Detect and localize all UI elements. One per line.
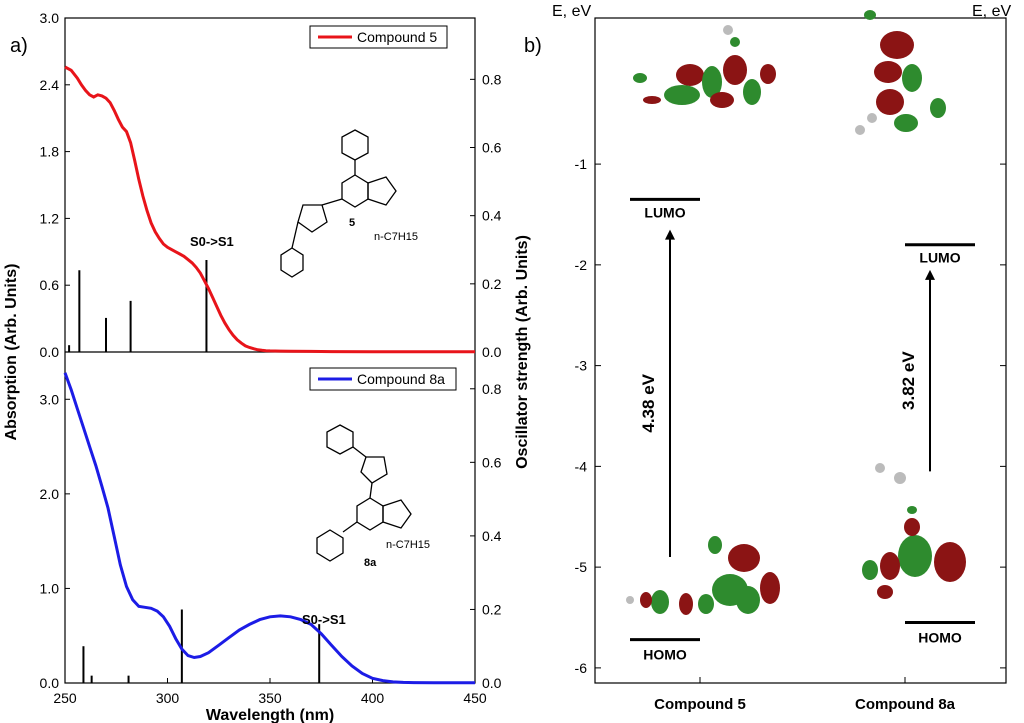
panel-b-label: b) bbox=[524, 35, 542, 57]
compound-5-substituent: n-C7H15 bbox=[374, 231, 418, 243]
left-axis-label: Absorption (Arb. Units) bbox=[3, 264, 20, 441]
panel-a-label: a) bbox=[10, 35, 28, 57]
annotation-bottom-s0-s1: S0->S1 bbox=[302, 612, 346, 627]
energy-tick-label: -2 bbox=[575, 257, 588, 273]
compound-5-structure bbox=[280, 129, 397, 278]
legend-compound-5: Compound 5 bbox=[309, 25, 448, 49]
left-tick-label: 0.0 bbox=[40, 344, 60, 360]
energy-levels: Compound 5 LUMO HOMO 4.38 eV Compound 8a LUMO… bbox=[630, 197, 975, 713]
compound-5-absorption-curve bbox=[64, 65, 475, 354]
homo-label: HOMO bbox=[643, 647, 687, 663]
category-label: Compound 5 bbox=[654, 696, 746, 713]
energy-tick-label: -5 bbox=[575, 559, 588, 575]
top-oscillator-sticks bbox=[68, 259, 208, 352]
bottom-axis-ticks: 0.0 1.0 2.0 3.0 0.0 0.2 0.4 0.6 0.8 250 300 350 400 4… bbox=[40, 381, 502, 706]
left-tick-label: 3.0 bbox=[40, 10, 60, 26]
left-tick-label: 1.2 bbox=[40, 210, 60, 226]
transition-arrowhead bbox=[665, 229, 675, 240]
top-axis-ticks: 0.0 0.6 1.2 1.8 2.4 3.0 0.0 0.2 0.4 0.6 0.8 bbox=[40, 10, 502, 360]
panel-b-frame bbox=[594, 17, 1007, 684]
right-tick-label: 0.2 bbox=[482, 601, 502, 617]
left-tick-label: 2.0 bbox=[40, 486, 60, 502]
compound-8a-absorption-curve bbox=[63, 372, 475, 685]
left-tick-label: 2.4 bbox=[40, 77, 60, 93]
homo-5-orbital-image bbox=[626, 536, 780, 615]
lumo-5-orbital-image bbox=[633, 25, 776, 108]
compound-8a-caption: 8a bbox=[364, 557, 377, 569]
energy-axis-ticks: -1 -2 -3 -4 -5 -6 bbox=[575, 156, 1006, 676]
energy-tick-label: -1 bbox=[575, 156, 588, 172]
right-tick-label: 0.6 bbox=[482, 140, 502, 156]
right-tick-label: 0.8 bbox=[482, 71, 502, 87]
energy-axis-label-left: E, eV bbox=[552, 3, 591, 20]
bottom-oscillator-sticks bbox=[82, 609, 321, 683]
right-tick-label: 0.2 bbox=[482, 276, 502, 292]
x-axis-label: Wavelength (nm) bbox=[206, 707, 334, 723]
right-axis-label: Oscillator strength (Arb. Units) bbox=[514, 235, 531, 469]
right-tick-label: 0.0 bbox=[482, 675, 502, 691]
x-tick-label: 350 bbox=[258, 690, 282, 706]
right-tick-label: 0.4 bbox=[482, 528, 502, 544]
left-tick-label: 0.0 bbox=[40, 675, 60, 691]
homo-label: HOMO bbox=[918, 630, 962, 646]
right-tick-label: 0.6 bbox=[482, 454, 502, 470]
legend-compound-5-label: Compound 5 bbox=[357, 29, 437, 45]
lumo-label: LUMO bbox=[644, 204, 685, 220]
category-label: Compound 8a bbox=[855, 696, 956, 713]
lumo-label: LUMO bbox=[919, 250, 960, 266]
transition-arrowhead bbox=[925, 269, 935, 280]
legend-compound-8a-label: Compound 8a bbox=[357, 371, 445, 387]
compound-8a-structure bbox=[316, 424, 412, 562]
x-tick-label: 400 bbox=[361, 690, 385, 706]
energy-tick-label: -3 bbox=[575, 358, 588, 374]
right-tick-label: 0.8 bbox=[482, 381, 502, 397]
right-tick-label: 0.4 bbox=[482, 208, 502, 224]
x-tick-label: 300 bbox=[156, 690, 180, 706]
x-tick-label: 250 bbox=[53, 690, 77, 706]
left-tick-label: 1.0 bbox=[40, 580, 60, 596]
energy-tick-label: -4 bbox=[575, 458, 588, 474]
lumo-8a-orbital-image bbox=[855, 10, 946, 135]
compound-8a-substituent: n-C7H15 bbox=[386, 539, 430, 551]
x-tick-label: 450 bbox=[463, 690, 487, 706]
gap-label: 4.38 eV bbox=[639, 373, 658, 432]
homo-8a-orbital-image bbox=[862, 463, 966, 599]
energy-axis-label-right: E, eV bbox=[972, 3, 1011, 20]
gap-label: 3.82 eV bbox=[899, 351, 918, 410]
right-tick-label: 0.0 bbox=[482, 344, 502, 360]
left-tick-label: 3.0 bbox=[40, 391, 60, 407]
annotation-top-s0-s1: S0->S1 bbox=[190, 234, 234, 249]
left-tick-label: 1.8 bbox=[40, 144, 60, 160]
left-tick-label: 0.6 bbox=[40, 277, 60, 293]
energy-tick-label: -6 bbox=[575, 660, 588, 676]
compound-5-caption: 5 bbox=[349, 217, 355, 229]
legend-compound-8a: Compound 8a bbox=[309, 367, 457, 391]
